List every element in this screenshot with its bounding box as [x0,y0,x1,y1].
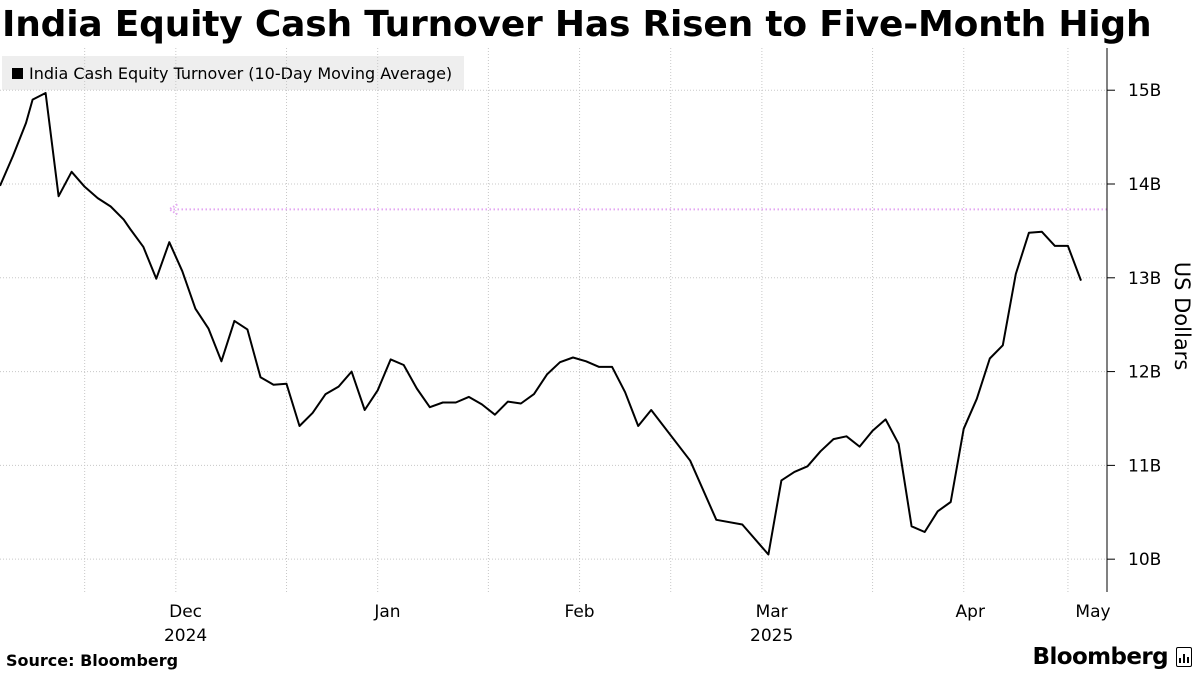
axes: 10B 11B 12B 13B 14B 15B Dec 2024 Jan Feb Mar 2025 Ap… [164,48,1194,646]
brand-name: Bloomberg [1032,644,1169,670]
x-tick-label: Apr [956,602,985,622]
y-tick-label: 14B [1128,175,1161,195]
y-axis-title: US Dollars [1170,262,1194,371]
x-tick-label: Jan [373,602,400,622]
legend: India Cash Equity Turnover (10-Day Movin… [2,56,465,90]
chart-title: India Equity Cash Turnover Has Risen to … [2,4,1152,45]
y-tick-label: 15B [1128,81,1161,101]
y-tick-label: 11B [1128,456,1161,476]
x-year-label: 2025 [750,626,793,646]
annotation-arrow [167,203,1107,216]
y-tick-label: 13B [1128,269,1161,289]
source-note: Source: Bloomberg [6,651,179,670]
legend-label: India Cash Equity Turnover (10-Day Movin… [29,63,453,83]
x-tick-label: Feb [564,602,594,622]
grid-lines [0,48,1107,592]
legend-swatch [12,67,23,79]
bloomberg-chart-icon [1176,647,1192,667]
y-tick-label: 10B [1128,550,1161,570]
series-layer [0,92,1082,556]
x-tick-label: May [1075,602,1110,622]
x-tick-label: Dec [169,602,202,622]
brand-logo: Bloomberg [1033,644,1192,670]
series-line [0,92,1082,556]
y-tick-label: 12B [1128,363,1161,383]
x-tick-label: Mar [756,602,788,622]
x-year-label: 2024 [164,626,207,646]
